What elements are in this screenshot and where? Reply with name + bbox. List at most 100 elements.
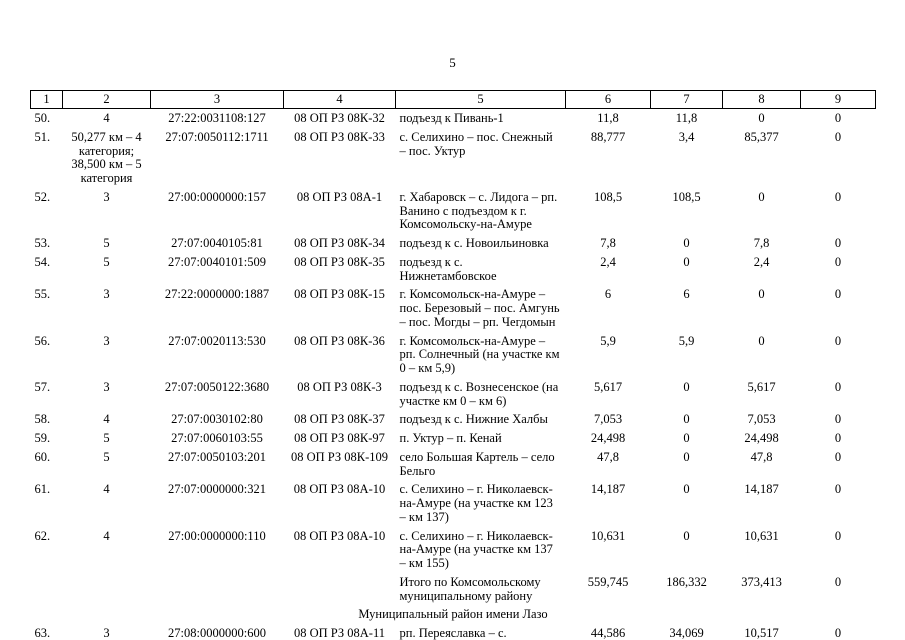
cell-col-code: 08 ОП РЗ 08К-35 bbox=[294, 254, 385, 269]
cell-col-v6: 14,187 bbox=[590, 482, 626, 497]
cell-col-cad: 27:00:0000000:110 bbox=[168, 528, 266, 543]
cell-col-num: 59. bbox=[34, 431, 51, 445]
column-header-5: 5 bbox=[395, 90, 566, 109]
table-row: 55. 3 27:22:0000000:1887 08 ОП РЗ 08К-15 г. … bbox=[31, 285, 876, 331]
table-row: 54. 5 27:07:0040101:509 08 ОП РЗ 08К-35 подъ… bbox=[31, 253, 876, 286]
table-row: 60. 5 27:07:0050103:201 08 ОП РЗ 08К-109 сел… bbox=[31, 448, 876, 481]
column-header-1: 1 bbox=[30, 90, 63, 109]
cell-col-v7: 186,332 bbox=[666, 574, 707, 589]
cell-col-cad: 27:07:0050122:3680 bbox=[164, 379, 270, 394]
cell-col-num: 56. bbox=[34, 333, 51, 348]
cell-col-name: п. Уктур – п. Кенай bbox=[399, 431, 502, 445]
cell-col-num: 51. bbox=[34, 129, 51, 144]
cell-col-cat: 4 bbox=[103, 528, 110, 543]
cell-col-name: Итого по Комсомольскому муниципальному р… bbox=[399, 574, 541, 603]
cell-col-cat: 4 bbox=[103, 482, 110, 497]
cell-col-name: подъезд к с. Нижнетамбовское bbox=[399, 254, 497, 283]
cell-col-name: г. Комсомольск-на-Амуре – рп. Солнечный … bbox=[399, 333, 560, 375]
cell-col-v6: 24,498 bbox=[590, 431, 626, 445]
cell-col-cad: 27:07:0000000:321 bbox=[168, 482, 266, 497]
cell-col-code: 08 ОП РЗ 08К-32 bbox=[294, 111, 385, 125]
cell-col-code: 08 ОП РЗ 08А-10 bbox=[293, 528, 386, 543]
cell-col-cat: 5 bbox=[103, 254, 110, 269]
cell-col-cat: 3 bbox=[103, 379, 110, 394]
cell-col-code: 08 ОП РЗ 08К-97 bbox=[294, 431, 385, 445]
cell-col-v8: 0 bbox=[758, 287, 765, 302]
table-row: 58. 4 27:07:0030102:80 08 ОП РЗ 08К-37 подъе… bbox=[31, 410, 876, 429]
column-header-9: 9 bbox=[800, 90, 876, 109]
cell-col-cat bbox=[63, 573, 151, 606]
cell-col-cat: 4 bbox=[103, 111, 110, 125]
cell-col-num: 55. bbox=[34, 287, 51, 302]
cell-col-cad: 27:07:0020113:530 bbox=[168, 333, 266, 348]
cell-col-v8: 0 bbox=[758, 333, 765, 348]
cell-col-num: 57. bbox=[34, 379, 51, 394]
cell-col-num: 53. bbox=[34, 236, 51, 250]
cell-col-cat: 4 bbox=[103, 412, 110, 427]
cell-col-num: 54. bbox=[34, 254, 51, 269]
cell-col-v7: 3,4 bbox=[678, 129, 695, 144]
cell-col-num: 58. bbox=[34, 412, 51, 427]
column-header-8: 8 bbox=[722, 90, 801, 109]
cell-col-cad: 27:00:0000000:157 bbox=[168, 189, 266, 204]
table-row: 63. 3 27:08:0000000:600 08 ОП РЗ 08А-11 рп. … bbox=[31, 624, 876, 640]
cell-col-name: с. Селихино – г. Николаевск-на-Амуре (на… bbox=[399, 482, 553, 524]
cell-col-num: 62. bbox=[34, 528, 51, 543]
cell-col-cat: 3 bbox=[103, 287, 110, 302]
cell-col-cad: 27:07:0050112:1711 bbox=[165, 129, 269, 144]
section-title: Муниципальный район имени Лазо bbox=[358, 607, 548, 622]
cell-col-v8: 14,187 bbox=[744, 482, 779, 497]
cell-col-num: 52. bbox=[34, 189, 51, 204]
cell-col-code: 08 ОП РЗ 08А-1 bbox=[296, 189, 383, 204]
cell-col-v8: 5,617 bbox=[747, 379, 776, 394]
cell-col-cad: 27:07:0030102:80 bbox=[171, 412, 263, 427]
cell-col-v6: 2,4 bbox=[600, 254, 616, 269]
cell-col-v7: 0 bbox=[683, 449, 690, 464]
column-header-6: 6 bbox=[565, 90, 651, 109]
cell-col-v7: 0 bbox=[683, 254, 690, 269]
cell-col-v9: 0 bbox=[834, 431, 842, 445]
column-header-7: 7 bbox=[650, 90, 723, 109]
cell-col-v7: 108,5 bbox=[672, 189, 701, 204]
cell-col-cat: 50,277 км – 4 категория; 38,500 км – 5 к… bbox=[71, 129, 142, 185]
table-row: 50. 4 27:22:0031108:127 08 ОП РЗ 08К-32 подъ… bbox=[31, 109, 876, 128]
cell-col-v9: 0 bbox=[834, 189, 842, 204]
cell-col-code: 08 ОП РЗ 08А-11 bbox=[293, 626, 386, 640]
cell-col-code: 08 ОП РЗ 08А-10 bbox=[293, 482, 386, 497]
cell-col-v8: 24,498 bbox=[744, 431, 779, 445]
cell-col-v6: 44,586 bbox=[590, 626, 626, 640]
cell-col-v8: 7,053 bbox=[747, 412, 776, 427]
cell-col-v7: 11,8 bbox=[675, 111, 698, 125]
table-row: 51. 50,277 км – 4 категория; 38,500 км – … bbox=[31, 128, 876, 188]
cell-col-cat: 5 bbox=[103, 431, 110, 445]
cell-col-v7: 0 bbox=[683, 482, 690, 497]
cell-col-cad: 27:07:0040105:81 bbox=[171, 236, 263, 250]
cell-col-cat: 3 bbox=[103, 189, 110, 204]
cell-col-name: с. Селихино – пос. Снежный – пос. Уктур bbox=[399, 129, 553, 158]
column-header-3: 3 bbox=[150, 90, 284, 109]
cell-col-name: подъезд к с. Нижние Халбы bbox=[399, 412, 548, 427]
table-row: 52. 3 27:00:0000000:157 08 ОП РЗ 08А-1 г. Ха… bbox=[31, 188, 876, 234]
cell-col-v9: 0 bbox=[834, 379, 842, 394]
column-header-2: 2 bbox=[62, 90, 151, 109]
cell-col-v8: 85,377 bbox=[744, 129, 779, 144]
cell-col-v6: 7,8 bbox=[600, 236, 616, 250]
summary-row: Итого по Комсомольскому муниципальному р… bbox=[31, 573, 876, 606]
cell-col-v6: 11,8 bbox=[597, 111, 619, 125]
page-number: 5 bbox=[449, 55, 456, 70]
cell-col-name: село Большая Картель – село Бельго bbox=[399, 449, 555, 478]
section-row: Муниципальный район имени Лазо bbox=[31, 605, 876, 624]
cell-col-v6: 10,631 bbox=[590, 528, 626, 543]
cell-col-name: рп. Переяславка – с. Аргунское bbox=[399, 626, 507, 640]
cell-col-v6: 559,745 bbox=[587, 574, 629, 589]
cell-col-cad: 27:08:0000000:600 bbox=[168, 626, 266, 640]
cell-col-num: 60. bbox=[34, 449, 51, 464]
cell-col-v9: 0 bbox=[834, 254, 842, 269]
cell-col-v6: 108,5 bbox=[593, 189, 623, 204]
table-row: 57. 3 27:07:0050122:3680 08 ОП РЗ 08К-3 подъ… bbox=[31, 378, 876, 411]
cell-col-v7: 0 bbox=[683, 379, 690, 394]
cell-col-cad: 27:07:0050103:201 bbox=[168, 449, 266, 464]
cell-col-v9: 0 bbox=[834, 528, 842, 543]
